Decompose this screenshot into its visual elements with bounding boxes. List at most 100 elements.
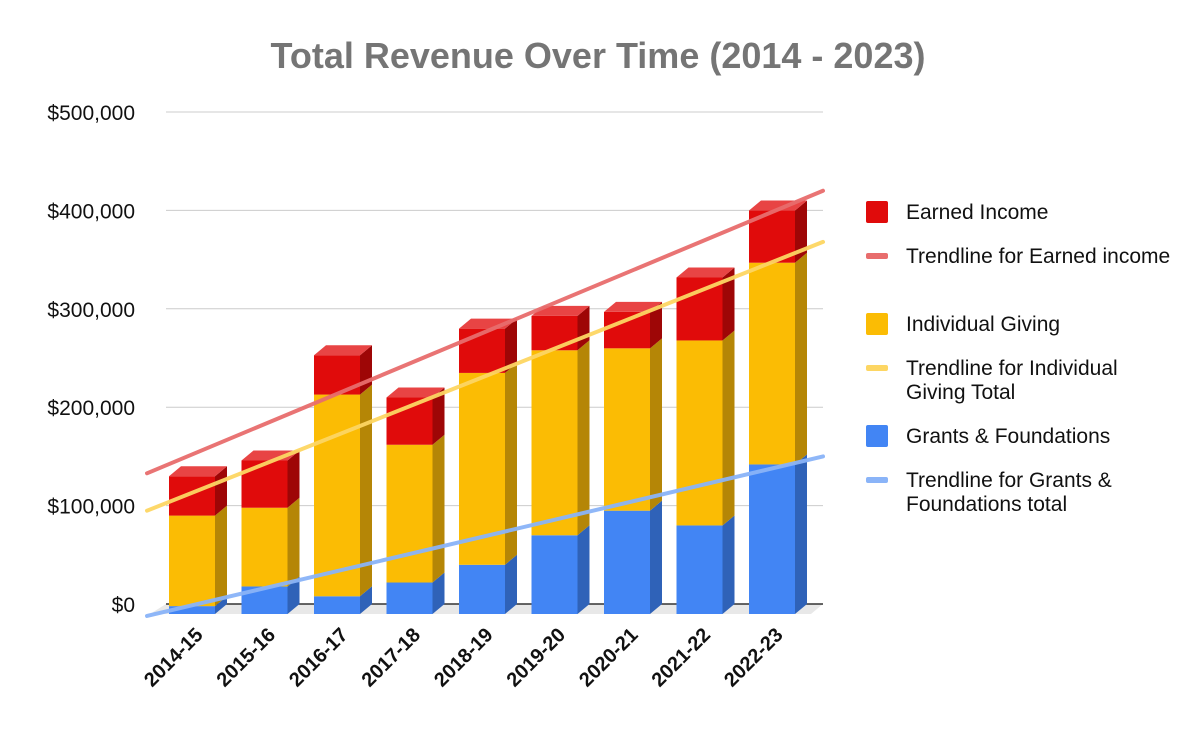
bar-side [505,318,517,373]
bar-individual-giving [676,330,735,526]
legend-label: Trendline for Individual Giving Total [906,357,1118,404]
legend-item-earned-income: Earned Income [866,201,1048,224]
bar-side [287,450,300,508]
bar-earned-income [314,345,372,395]
trendline-trendline-for-individual-giving-total [145,239,825,513]
bar-front [604,510,650,614]
legend-item-grants-and-foundations: Grants & Foundations [866,425,1110,448]
bar-front [604,311,650,349]
bar-side [722,515,735,614]
legend: Earned Income Trendline for Earned income… [866,201,1170,516]
bar-top [604,301,662,312]
bar-top [314,345,372,356]
bar-earned-income [241,450,300,508]
bar-front [531,350,578,536]
bar-grants-and-foundations [531,525,590,614]
bar-individual-giving [749,252,807,465]
bar-front [241,460,288,508]
bar-side [432,434,445,583]
bar-side [287,576,300,614]
bar-side [215,505,227,607]
bar-earned-income [459,318,517,373]
bar-side [505,362,517,565]
bar-individual-giving [386,434,445,583]
bar-side [432,572,445,614]
bar-front [531,315,578,351]
bar-side [722,267,735,341]
bar-individual-giving [169,505,227,607]
x-axis-ticks: 2014-15 2015-16 2016-17 2017-18 2018-19 2019-… [140,624,787,691]
x-tick-label: 2018-19 [430,624,497,691]
legend-line-swatch [866,253,888,259]
chart-title: Total Revenue Over Time (2014 - 2023) [271,35,926,76]
y-tick-label: $300,000 [47,299,135,322]
bar-front [459,328,505,373]
x-tick-label: 2022-23 [720,624,787,691]
trendlines [145,188,825,618]
legend-label: Trendline for Earned income [906,245,1170,268]
legend-swatch [866,201,888,223]
y-tick-label: $500,000 [47,102,135,125]
bar-side [722,330,735,526]
bar-front [169,515,215,607]
bar-front [676,340,723,526]
bar-individual-giving [604,338,662,511]
legend-label: Earned Income [906,201,1048,224]
bar-earned-income [676,267,735,341]
bar-front [676,525,723,614]
bar-side [795,454,807,614]
bar-top [169,466,227,477]
bar-side [432,387,445,445]
bar-grants-and-foundations [459,554,517,614]
x-tick-label: 2020-21 [575,624,642,691]
trendline-trendline-for-grants-and-foundations-total [145,454,825,618]
bar-top [386,387,445,398]
bar-side [577,525,590,614]
bars [169,200,807,614]
trendline-trendline-for-earned-income [145,188,825,476]
legend-item-individual-giving: Individual Giving [866,313,1060,336]
bar-side [287,497,300,587]
bar-front [459,564,505,614]
x-tick-label: 2016-17 [285,624,352,691]
y-tick-label: $200,000 [47,397,135,420]
bar-front [676,277,723,341]
legend-item-trendline-for-earned-income: Trendline for Earned income [866,245,1170,268]
bar-grants-and-foundations [314,586,372,614]
bar-side [360,384,372,597]
legend-swatch [866,313,888,335]
bar-grants-and-foundations [169,596,227,614]
x-tick-label: 2017-18 [358,624,425,691]
bar-side [215,596,227,614]
bar-grants-and-foundations [749,454,807,614]
bar-individual-giving [241,497,300,587]
bar-front [604,348,650,511]
bar-front [169,606,215,614]
bar-earned-income [604,301,662,349]
bar-front [749,262,795,465]
bar-side [795,252,807,465]
bar-front [169,476,215,516]
bar-side [577,340,590,536]
bar-side [795,200,807,263]
bar-individual-giving [531,340,590,536]
x-tick-label: 2021-22 [648,624,715,691]
bar-front [241,507,288,587]
legend-label: Individual Giving [906,313,1060,336]
x-tick-label: 2014-15 [140,624,207,691]
bar-earned-income [531,305,590,351]
bar-side [650,338,662,511]
legend-label: Trendline for Grants & Foundations total [906,469,1112,516]
bar-grants-and-foundations [604,500,662,614]
bar-individual-giving [314,384,372,597]
bar-front [386,582,433,614]
y-axis-ticks: $0 $100,000 $200,000 $300,000 $400,000 $500,0… [47,102,135,617]
bar-side [650,301,662,349]
legend-line-swatch [866,365,888,371]
y-tick-label: $100,000 [47,496,135,519]
bar-top [241,450,300,461]
bar-front [386,444,433,583]
bar-side [360,586,372,614]
bar-grants-and-foundations [386,572,445,614]
